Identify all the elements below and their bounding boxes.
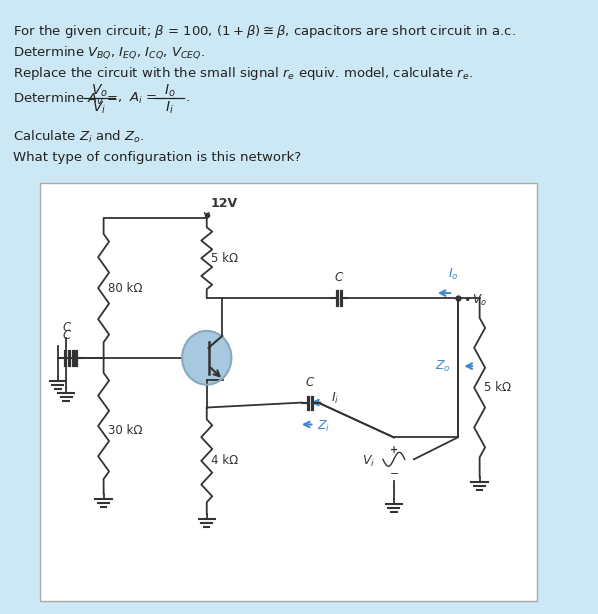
Text: 80 kΩ: 80 kΩ bbox=[108, 282, 143, 295]
Text: C: C bbox=[62, 321, 71, 334]
Text: Replace the circuit with the small signal $r_e$ equiv. model, calculate $r_e$.: Replace the circuit with the small signa… bbox=[13, 65, 474, 82]
Text: For the given circuit; $\beta$ = 100, $(1+\beta)\cong\beta$, capacitors are shor: For the given circuit; $\beta$ = 100, $(… bbox=[13, 23, 516, 41]
Text: $I_i$: $I_i$ bbox=[331, 391, 339, 406]
Text: Determine $V_{BQ}$, $I_{EQ}$, $I_{CQ}$, $V_{CEQ}$.: Determine $V_{BQ}$, $I_{EQ}$, $I_{CQ}$, … bbox=[13, 44, 205, 61]
Text: +: + bbox=[390, 445, 398, 456]
Circle shape bbox=[374, 437, 414, 481]
Text: $\bullet\, V_o$: $\bullet\, V_o$ bbox=[463, 292, 487, 308]
Bar bbox=[39, 182, 537, 600]
Text: $I_o$: $I_o$ bbox=[163, 83, 175, 99]
Text: .: . bbox=[186, 91, 190, 104]
Text: 12V: 12V bbox=[210, 198, 237, 211]
Text: What type of configuration is this network?: What type of configuration is this netwo… bbox=[13, 150, 301, 164]
Text: C: C bbox=[335, 271, 343, 284]
Text: $V_i$: $V_i$ bbox=[362, 454, 375, 469]
Text: $V_o$: $V_o$ bbox=[90, 83, 108, 99]
Text: 5 kΩ: 5 kΩ bbox=[211, 252, 239, 265]
Text: 4 kΩ: 4 kΩ bbox=[211, 454, 239, 467]
Text: 30 kΩ: 30 kΩ bbox=[108, 424, 143, 437]
Text: Determine $A_v$ =: Determine $A_v$ = bbox=[13, 91, 118, 107]
Text: C: C bbox=[63, 329, 71, 342]
Text: $Z_o$: $Z_o$ bbox=[435, 359, 451, 374]
Text: $V_i$: $V_i$ bbox=[92, 100, 106, 116]
Text: 5 kΩ: 5 kΩ bbox=[484, 381, 511, 394]
Text: $I_i$: $I_i$ bbox=[165, 100, 173, 116]
Text: ,  $A_i$ =: , $A_i$ = bbox=[117, 91, 158, 106]
Text: $Z_i$: $Z_i$ bbox=[317, 419, 331, 434]
Text: $-$: $-$ bbox=[389, 467, 399, 477]
Text: C: C bbox=[306, 376, 314, 389]
Circle shape bbox=[182, 331, 231, 384]
Text: Calculate $Z_i$ and $Z_o$.: Calculate $Z_i$ and $Z_o$. bbox=[13, 129, 145, 145]
Text: $I_o$: $I_o$ bbox=[448, 267, 459, 282]
